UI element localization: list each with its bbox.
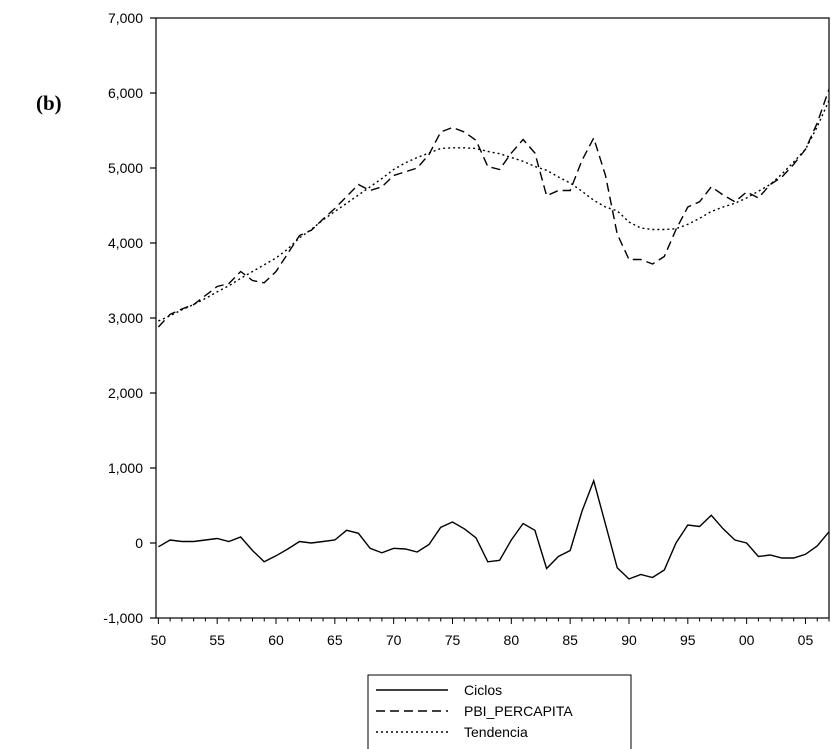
x-tick-label: 90 (621, 632, 637, 648)
series-line-ciclos (158, 478, 829, 580)
y-tick-label: 4,000 (108, 235, 143, 251)
legend-label: Ciclos (464, 682, 502, 698)
y-tick-label: 3,000 (108, 310, 143, 326)
y-tick-label: -1,000 (103, 610, 143, 626)
y-tick-label: 2,000 (108, 385, 143, 401)
x-tick-label: 95 (680, 632, 696, 648)
y-tick-label: 7,000 (108, 10, 143, 26)
legend-box (367, 674, 632, 749)
y-tick-label: 5,000 (108, 160, 143, 176)
series-line-pbi-percapita (157, 89, 829, 328)
x-tick-label: 00 (739, 632, 755, 648)
x-tick-label: 70 (386, 632, 402, 648)
plot-area: -1,000 0 1,000 2,000 3,000 4,000 5,000 6,000 7,0… (103, 10, 830, 648)
x-tick-label: 65 (327, 632, 343, 648)
y-tick-label: 0 (135, 535, 143, 551)
y-tick-label: 1,000 (108, 460, 143, 476)
legend: Ciclos PBI_PERCAPITA Tendencia (367, 674, 632, 749)
x-tick-label: 50 (151, 632, 167, 648)
legend-label: PBI_PERCAPITA (464, 703, 573, 719)
x-tick-label: 55 (209, 632, 225, 648)
x-tick-label: 05 (798, 632, 814, 648)
panel-label: (b) (36, 91, 62, 115)
x-tick-label: 60 (268, 632, 284, 648)
x-tick-label: 75 (445, 632, 461, 648)
x-tick-label: 85 (562, 632, 578, 648)
plot-frame (155, 17, 830, 619)
series-line-tendencia (158, 100, 829, 322)
y-tick-label: 6,000 (108, 85, 143, 101)
x-tick-label: 80 (504, 632, 520, 648)
legend-label: Tendencia (464, 724, 528, 740)
